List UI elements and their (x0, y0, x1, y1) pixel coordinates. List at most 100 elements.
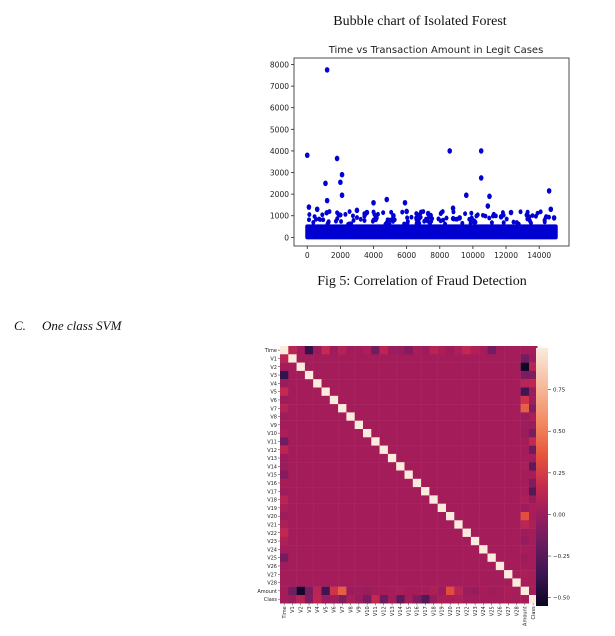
column-label: V10 (365, 606, 371, 616)
heatmap-cell (379, 462, 389, 471)
heatmap-cell (363, 395, 372, 405)
heatmap-cell (321, 404, 330, 413)
heatmap-cell (504, 503, 513, 513)
heatmap-cell (470, 387, 480, 396)
heatmap-cell (512, 570, 521, 579)
heatmap-cell (495, 545, 505, 554)
heatmap-cell (421, 437, 430, 446)
data-point (324, 210, 329, 216)
row-label: V10 (267, 431, 277, 437)
heatmap-cell (470, 362, 480, 372)
heatmap-cell (338, 354, 347, 363)
heatmap-cell (363, 495, 372, 504)
heatmap-cell (304, 495, 314, 504)
heatmap-cell (470, 437, 480, 446)
heatmap-cell (412, 512, 422, 521)
heatmap-cell (313, 395, 322, 405)
row-label: Amount (257, 589, 277, 595)
heatmap-cell (495, 445, 505, 455)
data-point (489, 220, 494, 226)
heatmap-cell (487, 545, 496, 554)
heatmap-cell (429, 379, 438, 388)
heatmap-cell (354, 495, 364, 504)
heatmap-cell (280, 487, 289, 496)
heatmap-cell (487, 561, 496, 571)
heatmap-cell (321, 495, 330, 504)
heatmap-cell (446, 404, 455, 413)
heatmap-cell (404, 462, 413, 471)
data-point (311, 219, 316, 225)
heatmap-cell (404, 379, 413, 388)
row-label: V11 (267, 439, 277, 445)
heatmap-cell (304, 395, 314, 405)
heatmap-cell (288, 462, 297, 471)
heatmap-cell (495, 420, 505, 430)
heatmap-cell (454, 445, 463, 455)
heatmap-cell (346, 420, 355, 430)
heatmap-cell (520, 536, 530, 546)
heatmap-cell (280, 586, 289, 596)
heatmap-cell (338, 487, 347, 496)
heatmap-cell (280, 395, 289, 405)
heatmap-cell (429, 578, 438, 587)
heatmap-cell (421, 346, 430, 355)
heatmap-cell (437, 487, 447, 496)
column-label: V18 (431, 606, 437, 616)
heatmap-cell (495, 379, 505, 388)
heatmap-cell (446, 528, 455, 538)
heatmap-cell (379, 354, 389, 363)
heatmap-cell (479, 346, 488, 355)
heatmap-cell (387, 462, 397, 471)
heatmap-cell (462, 362, 472, 372)
heatmap-cell (529, 578, 538, 587)
heatmap-cell (338, 429, 347, 438)
heatmap-cell (512, 453, 521, 463)
heatmap-cell (354, 429, 364, 438)
heatmap-cell (512, 595, 521, 604)
heatmap-cell (504, 420, 513, 430)
heatmap-cell (321, 445, 330, 455)
heatmap-cell (387, 512, 397, 521)
data-point (358, 216, 363, 222)
heatmap-cell (396, 354, 405, 363)
heatmap-cell (495, 346, 505, 355)
heatmap-cell (363, 578, 372, 587)
heatmap-cell (520, 404, 530, 413)
x-tick-label: 12000 (494, 251, 518, 260)
heatmap-cell (446, 429, 455, 438)
data-point (335, 216, 340, 222)
row-label: V14 (267, 464, 277, 470)
heatmap-cell (371, 387, 380, 396)
heatmap-cell (280, 595, 289, 604)
heatmap-cell (512, 445, 521, 455)
column-label: Amount (523, 606, 529, 626)
heatmap-cell (421, 362, 430, 372)
data-point (414, 217, 419, 222)
heatmap-cell (437, 362, 447, 372)
heatmap-cell (304, 528, 314, 538)
heatmap-cell (446, 520, 455, 529)
heatmap-cell (296, 462, 306, 471)
heatmap-cell (313, 362, 322, 372)
heatmap-cell (363, 462, 372, 471)
heatmap-cell (288, 478, 297, 488)
heatmap-cell (313, 495, 322, 504)
heatmap-cell (520, 462, 530, 471)
heatmap-cell (520, 545, 530, 554)
heatmap-cell (421, 520, 430, 529)
heatmap-cell (495, 395, 505, 405)
heatmap-cell (404, 437, 413, 446)
heatmap-cell (288, 528, 297, 538)
heatmap-cell (412, 478, 422, 488)
heatmap-cell (429, 429, 438, 438)
chart-title: Time vs Transaction Amount in Legit Case… (328, 45, 544, 56)
heatmap-cell (346, 370, 355, 380)
heatmap-cell (512, 545, 521, 554)
heatmap-cell (346, 478, 355, 488)
heatmap-cell (446, 470, 455, 479)
heatmap-cell (371, 495, 380, 504)
heatmap-cell (495, 487, 505, 496)
heatmap-cell (329, 545, 339, 554)
column-label: V22 (464, 606, 470, 616)
heatmap-cell (321, 370, 330, 380)
